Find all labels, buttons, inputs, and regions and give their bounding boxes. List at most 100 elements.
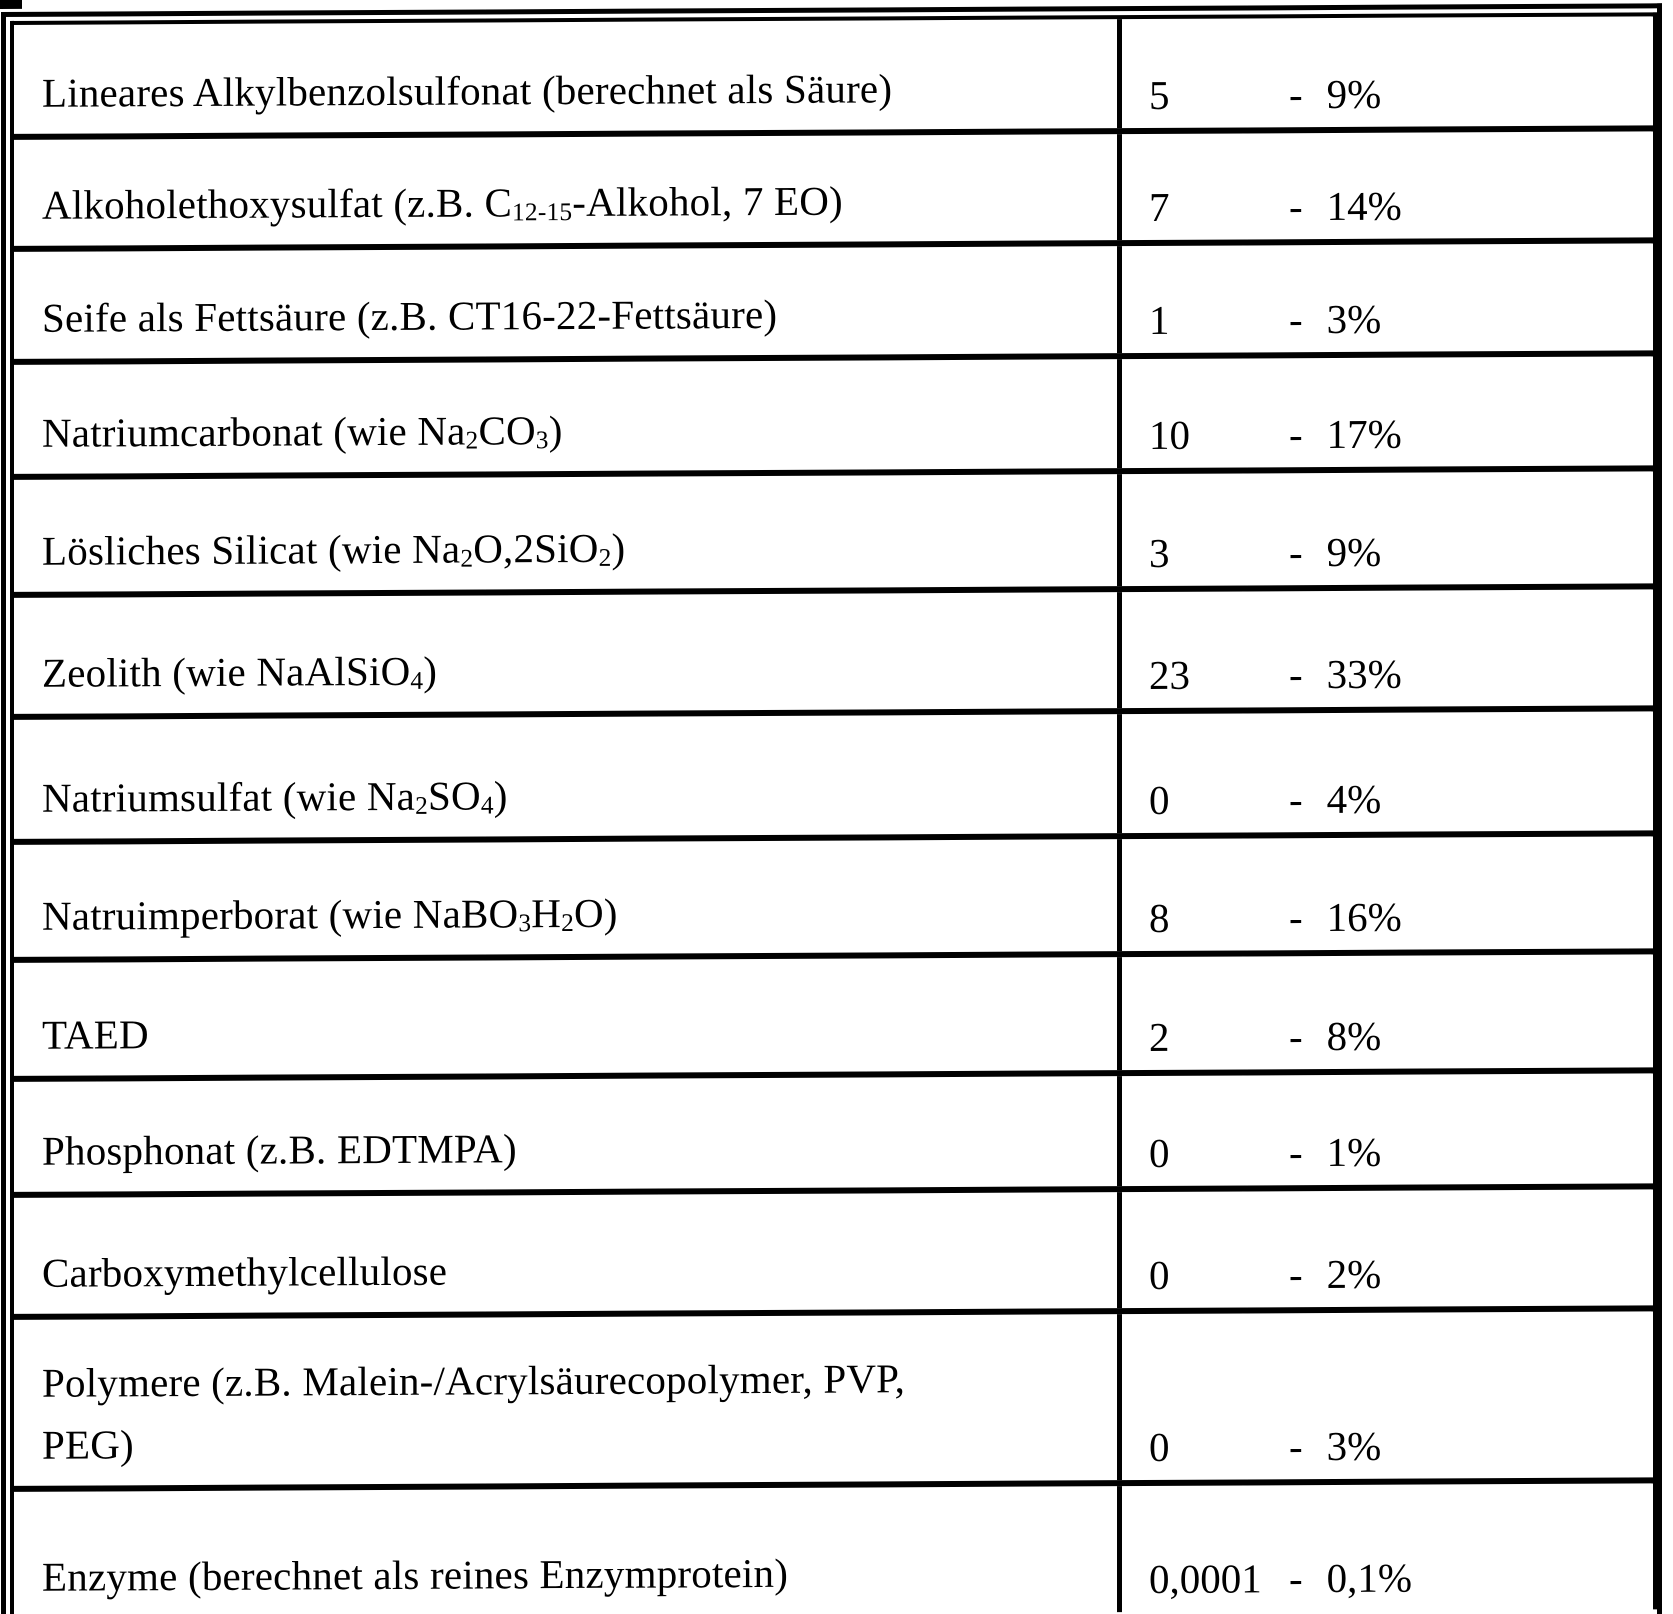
ingredient-label: Zeolith (wie NaAlSiO4)	[42, 647, 438, 696]
range-max-value: 33%	[1326, 650, 1402, 697]
chemical-subscript: 3	[518, 909, 532, 938]
range-max-value: 3%	[1326, 295, 1382, 342]
range-min-value: 8	[1149, 894, 1170, 941]
range-min-value: 10	[1149, 411, 1190, 458]
range-cell: 0 -4%	[1122, 711, 1653, 833]
table-row: Carboxymethylcellulose 0 -2%	[14, 1189, 1653, 1320]
range-min-value: 0	[1149, 1423, 1170, 1470]
range-max-value: 8%	[1326, 1012, 1382, 1059]
ingredient-cell: Natruimperborat (wie NaBO3H2O)	[14, 839, 1122, 957]
ingredient-label: Seife als Fettsäure (z.B. CT16-22-Fettsä…	[42, 290, 778, 341]
chemical-subscript: 4	[480, 791, 494, 820]
range-min-value: 23	[1149, 651, 1190, 698]
ingredient-cell: Natriumcarbonat (wie Na2CO3)	[14, 359, 1122, 474]
range-cell: 1 -3%	[1122, 243, 1653, 353]
ingredient-cell: Alkoholethoxysulfat (z.B. C12-15-Alkohol…	[14, 134, 1122, 246]
ingredient-label: Natriumsulfat (wie Na2SO4)	[42, 771, 508, 821]
range-separator: -	[1289, 1129, 1303, 1176]
chemical-subscript: 2	[415, 791, 428, 820]
range-separator: -	[1289, 411, 1303, 458]
scan-artifact	[0, 0, 22, 9]
range-max-value: 17%	[1326, 410, 1402, 457]
range-separator: -	[1289, 894, 1303, 941]
range-max-value: 4%	[1326, 775, 1382, 822]
range-cell: 0 -3%	[1122, 1311, 1653, 1480]
table-rows: Lineares Alkylbenzolsulfonat (berechnet …	[14, 16, 1653, 1614]
table-row: Alkoholethoxysulfat (z.B. C12-15-Alkohol…	[14, 131, 1653, 252]
range-cell: 0 -2%	[1122, 1189, 1653, 1308]
table-row: Natriumsulfat (wie Na2SO4) 0 -4%	[14, 711, 1653, 845]
range-separator: -	[1289, 529, 1303, 576]
range-max-value: 2%	[1326, 1250, 1382, 1297]
range-min-value: 5	[1149, 71, 1170, 118]
table-row: Natriumcarbonat (wie Na2CO3) 10 -17%	[14, 356, 1653, 480]
range-separator: -	[1289, 1251, 1303, 1298]
chemical-subscript: 4	[410, 666, 424, 695]
range-cell: 2 -8%	[1122, 954, 1653, 1070]
ingredient-label: Natriumcarbonat (wie Na2CO3)	[42, 406, 563, 456]
range-min-value: 0	[1149, 776, 1170, 823]
range-min-value: 7	[1149, 183, 1170, 230]
ingredient-label: Natruimperborat (wie NaBO3H2O)	[42, 889, 618, 939]
range-min-value: 0	[1149, 1251, 1170, 1298]
range-max-value: 9%	[1326, 528, 1382, 575]
range-max-value: 16%	[1326, 893, 1402, 940]
range-separator: -	[1289, 296, 1303, 343]
range-max-value: 9%	[1326, 70, 1382, 117]
range-separator: -	[1289, 71, 1303, 118]
ingredient-cell: Polymere (z.B. Malein-/Acrylsäurecopolym…	[14, 1314, 1122, 1486]
range-min-value: 0,0001	[1149, 1555, 1262, 1602]
chemical-subscript: 2	[598, 543, 612, 572]
ingredient-cell: Carboxymethylcellulose	[14, 1192, 1122, 1314]
table-row: Phosphonat (z.B. EDTMPA) 0 -1%	[14, 1073, 1653, 1198]
composition-table: Lineares Alkylbenzolsulfonat (berechnet …	[10, 12, 1657, 1614]
ingredient-label: Carboxymethylcellulose	[42, 1247, 448, 1296]
ingredient-cell: Zeolith (wie NaAlSiO4)	[14, 592, 1122, 714]
range-min-value: 1	[1149, 296, 1170, 343]
ingredient-label: Alkoholethoxysulfat (z.B. C12-15-Alkohol…	[42, 177, 843, 228]
range-cell: 8 -16%	[1122, 836, 1653, 951]
range-cell: 0 -1%	[1122, 1073, 1653, 1186]
range-min-value: 0	[1149, 1129, 1170, 1176]
ingredient-cell: Lösliches Silicat (wie Na2O,2SiO2)	[14, 474, 1122, 592]
ingredient-cell: Phosphonat (z.B. EDTMPA)	[14, 1076, 1122, 1192]
range-min-value: 3	[1149, 529, 1170, 576]
ingredient-cell: Seife als Fettsäure (z.B. CT16-22-Fettsä…	[14, 246, 1122, 359]
table-row: Lineares Alkylbenzolsulfonat (berechnet …	[14, 16, 1653, 140]
range-separator: -	[1289, 651, 1303, 698]
chemical-subscript: 12-15	[512, 198, 573, 227]
range-max-value: 0,1%	[1326, 1554, 1413, 1601]
ingredient-label: Lineares Alkylbenzolsulfonat (berechnet …	[42, 64, 893, 116]
table-row: Natruimperborat (wie NaBO3H2O) 8 -16%	[14, 836, 1653, 963]
ingredient-label: Enzyme (berechnet als reines Enzymprotei…	[42, 1549, 789, 1600]
chemical-subscript: 3	[535, 426, 549, 455]
range-cell: 3 -9%	[1122, 471, 1653, 586]
table-row: Lösliches Silicat (wie Na2O,2SiO2) 3 -9%	[14, 471, 1653, 598]
range-cell: 7 -14%	[1122, 131, 1653, 240]
table-row: Polymere (z.B. Malein-/Acrylsäurecopolym…	[14, 1311, 1653, 1492]
range-separator: -	[1289, 1423, 1303, 1470]
range-separator: -	[1289, 776, 1303, 823]
ingredient-cell: TAED	[14, 957, 1122, 1076]
table-row: Zeolith (wie NaAlSiO4) 23 -33%	[14, 589, 1653, 720]
range-cell: 23 -33%	[1122, 589, 1653, 708]
range-separator: -	[1289, 1555, 1303, 1602]
range-min-value: 2	[1149, 1013, 1170, 1060]
range-separator: -	[1289, 1013, 1303, 1060]
ingredient-label: TAED	[42, 1010, 149, 1058]
range-max-value: 3%	[1326, 1422, 1382, 1469]
ingredient-label: Polymere (z.B. Malein-/Acrylsäurecopolym…	[42, 1355, 906, 1468]
chemical-subscript: 2	[460, 544, 474, 573]
ingredient-cell: Natriumsulfat (wie Na2SO4)	[14, 714, 1122, 839]
ingredient-label: Phosphonat (z.B. EDTMPA)	[42, 1124, 517, 1174]
range-cell: 10 -17%	[1122, 356, 1653, 468]
chemical-subscript: 2	[465, 426, 479, 455]
range-max-value: 14%	[1326, 182, 1402, 229]
range-cell: 0,0001-0,1%	[1122, 1483, 1653, 1612]
ingredient-label: Lösliches Silicat (wie Na2O,2SiO2)	[42, 524, 626, 574]
ingredient-cell: Enzyme (berechnet als reines Enzymprotei…	[14, 1486, 1122, 1614]
table-row: TAED 2 -8%	[14, 954, 1653, 1082]
ingredient-cell: Lineares Alkylbenzolsulfonat (berechnet …	[14, 19, 1122, 134]
table-row: Seife als Fettsäure (z.B. CT16-22-Fettsä…	[14, 243, 1653, 365]
